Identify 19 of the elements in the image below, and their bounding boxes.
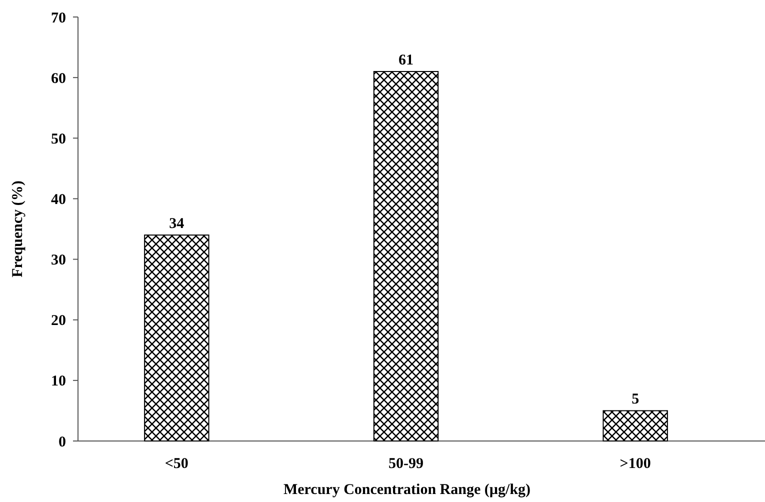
- y-tick-label: 20: [51, 313, 66, 330]
- bar: [602, 410, 668, 442]
- data-label: 5: [632, 392, 640, 408]
- y-tick-label: 40: [51, 192, 66, 208]
- x-tick-label: <50: [164, 456, 188, 472]
- data-label: 61: [398, 52, 414, 69]
- x-tick-label: 50-99: [388, 456, 424, 472]
- y-tick-label: 0: [58, 434, 66, 450]
- y-tick-label: 70: [51, 10, 66, 26]
- bar: [373, 71, 439, 442]
- data-label: 34: [169, 216, 185, 232]
- y-axis-title: Frequency (%): [10, 180, 26, 278]
- bar: [144, 234, 210, 442]
- y-tick-label: 60: [51, 70, 66, 87]
- y-tick-label: 50: [51, 131, 66, 148]
- x-tick-label: >100: [620, 456, 651, 472]
- x-axis-title: Mercury Concentration Range (µg/kg): [283, 482, 531, 498]
- y-tick-label: 30: [51, 252, 66, 269]
- y-tick-label: 10: [51, 374, 66, 390]
